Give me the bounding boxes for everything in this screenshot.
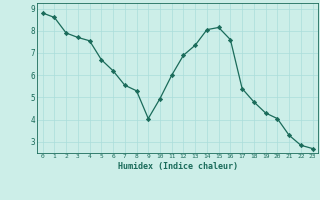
X-axis label: Humidex (Indice chaleur): Humidex (Indice chaleur)	[118, 162, 237, 171]
